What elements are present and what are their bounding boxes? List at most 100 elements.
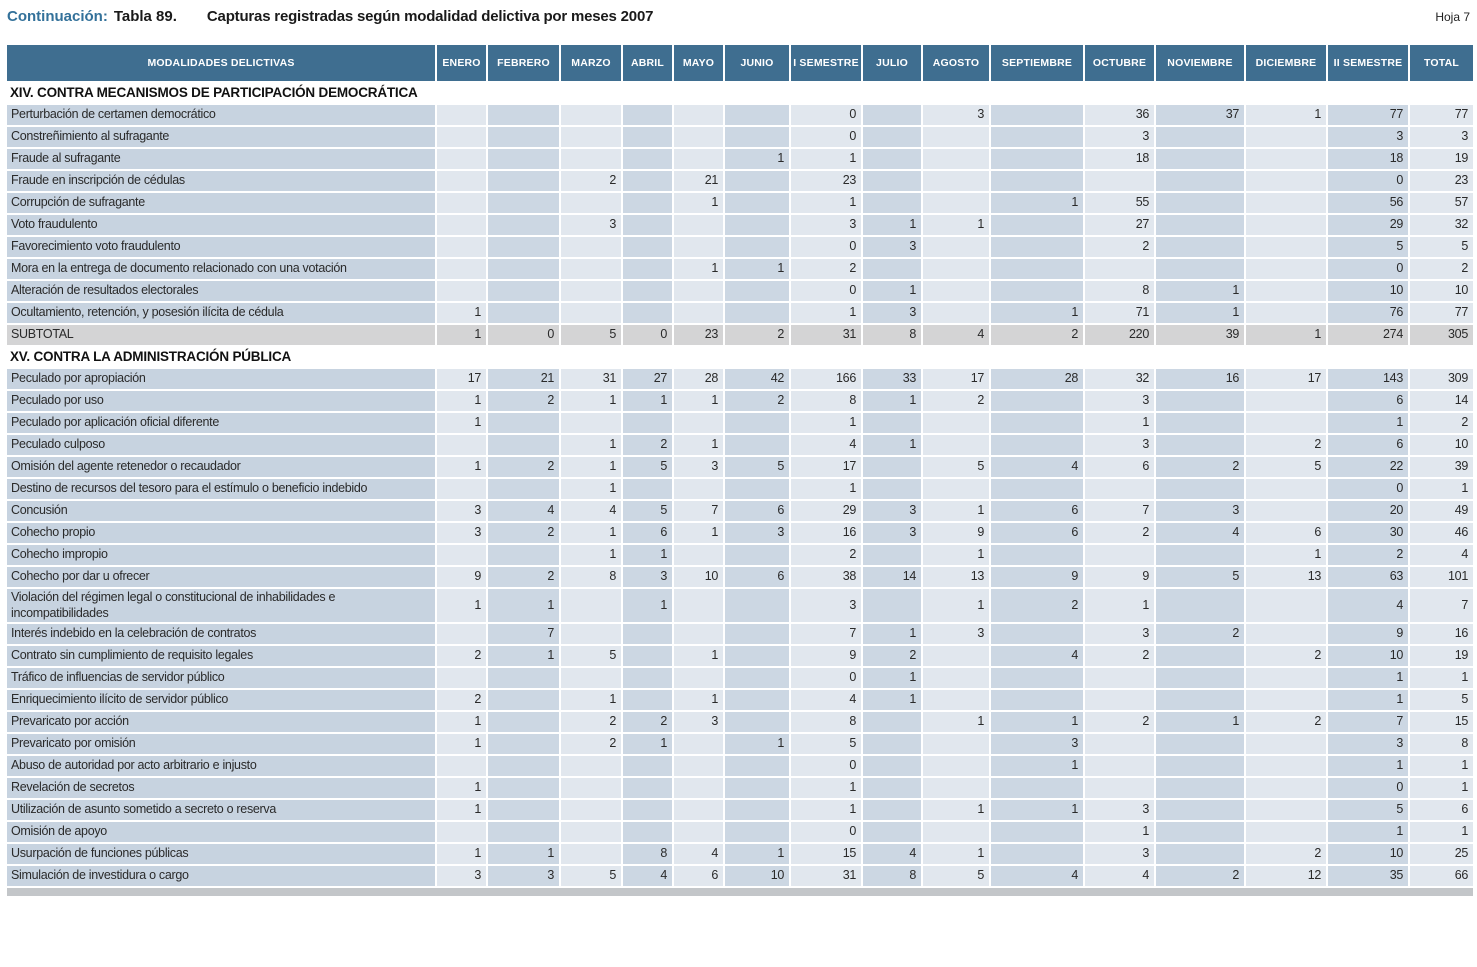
value-cell [560, 821, 623, 845]
value-cell: 21 [487, 368, 561, 391]
value-cell: 1 [673, 522, 725, 545]
value-cell [1084, 689, 1156, 713]
value-cell [673, 777, 725, 801]
value-cell [1084, 544, 1156, 567]
value-cell: 21 [673, 170, 725, 193]
table-row: Enriquecimiento ilícito de servidor públ… [7, 689, 1473, 713]
value-cell: 0 [1327, 170, 1410, 193]
value-cell: 2 [1409, 412, 1473, 435]
column-header: I SEMESTRE [790, 45, 863, 83]
value-cell: 4 [1409, 544, 1473, 567]
value-cell [922, 777, 991, 801]
value-cell: 1 [790, 192, 863, 215]
value-cell [1245, 236, 1328, 259]
value-cell [622, 258, 674, 281]
value-cell: 71 [1084, 302, 1156, 325]
value-cell [1245, 478, 1328, 501]
value-cell: 3 [724, 522, 791, 545]
value-cell [1084, 478, 1156, 501]
value-cell [922, 236, 991, 259]
value-cell [862, 456, 923, 479]
value-cell: 2 [990, 588, 1085, 625]
value-cell: 1 [724, 258, 791, 281]
value-cell [990, 777, 1085, 801]
value-cell [1155, 645, 1246, 669]
value-cell [990, 214, 1085, 237]
value-cell: 2 [487, 390, 561, 413]
value-cell [1155, 821, 1246, 845]
value-cell: 1 [922, 799, 991, 823]
value-cell [560, 843, 623, 867]
value-cell: 8 [790, 711, 863, 735]
value-cell [862, 412, 923, 435]
value-cell [487, 412, 561, 435]
value-cell: 1 [790, 302, 863, 325]
value-cell [1155, 214, 1246, 237]
value-cell: 3 [862, 522, 923, 545]
value-cell: 1 [790, 412, 863, 435]
section-title: XIV. CONTRA MECANISMOS DE PARTICIPACIÓN … [7, 82, 1473, 105]
value-cell: 6 [990, 500, 1085, 523]
value-cell: 2 [1155, 456, 1246, 479]
value-cell: 1 [1245, 104, 1328, 127]
value-cell [922, 689, 991, 713]
value-cell [724, 689, 791, 713]
value-cell: 2 [990, 324, 1085, 347]
value-cell [560, 412, 623, 435]
table-header-row: MODALIDADES DELICTIVAS ENERO FEBRERO MARZO A… [7, 45, 1473, 83]
value-cell: 4 [1084, 865, 1156, 889]
value-cell: 1 [673, 645, 725, 669]
table-row: Tráfico de influencias de servidor públi… [7, 667, 1473, 691]
value-cell [862, 258, 923, 281]
value-cell: 5 [724, 456, 791, 479]
value-cell [1155, 148, 1246, 171]
row-label-cell: Usurpación de funciones públicas [7, 843, 437, 867]
value-cell [673, 104, 725, 127]
value-cell: 1 [862, 623, 923, 647]
value-cell [436, 434, 488, 457]
page-title: Capturas registradas según modalidad del… [206, 8, 654, 25]
value-cell: 0 [487, 324, 561, 347]
value-cell [862, 544, 923, 567]
value-cell: 5 [622, 456, 674, 479]
value-cell: 32 [1084, 368, 1156, 391]
value-cell [724, 478, 791, 501]
value-cell: 46 [1409, 522, 1473, 545]
value-cell [862, 799, 923, 823]
value-cell: 305 [1409, 324, 1473, 347]
value-cell: 10 [1409, 434, 1473, 457]
value-cell [862, 126, 923, 149]
row-label-cell: Concusión [7, 500, 437, 523]
cutoff-next-row-strip [7, 888, 1473, 897]
value-cell [560, 755, 623, 779]
value-cell: 2 [622, 711, 674, 735]
value-cell [724, 302, 791, 325]
section-title: XV. CONTRA LA ADMINISTRACIÓN PÚBLICA [7, 346, 1473, 369]
value-cell [436, 821, 488, 845]
value-cell: 1 [862, 667, 923, 691]
value-cell [862, 148, 923, 171]
column-header: MAYO [673, 45, 725, 83]
column-header: ABRIL [622, 45, 674, 83]
value-cell [622, 623, 674, 647]
value-cell: 309 [1409, 368, 1473, 391]
value-cell [487, 258, 561, 281]
value-cell: 5 [922, 456, 991, 479]
value-cell: 8 [862, 865, 923, 889]
value-cell: 3 [1084, 623, 1156, 647]
value-cell: 1 [1084, 412, 1156, 435]
value-cell [1245, 170, 1328, 193]
value-cell [560, 302, 623, 325]
value-cell [436, 478, 488, 501]
value-cell: 7 [1084, 500, 1156, 523]
value-cell: 22 [1327, 456, 1410, 479]
value-cell [1245, 821, 1328, 845]
value-cell: 0 [790, 821, 863, 845]
value-cell [1155, 412, 1246, 435]
value-cell [724, 755, 791, 779]
value-cell [922, 148, 991, 171]
value-cell: 30 [1327, 522, 1410, 545]
value-cell [487, 799, 561, 823]
value-cell [560, 667, 623, 691]
value-cell [487, 544, 561, 567]
